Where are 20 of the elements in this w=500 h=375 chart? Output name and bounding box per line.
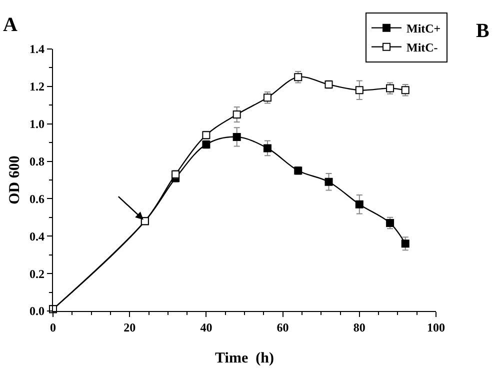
x-tick-label: 40 [200,320,212,334]
legend-label: MitC+ [406,22,441,36]
x-tick-label: 0 [50,320,56,334]
text: A [3,14,18,36]
y-tick-label: 1.0 [30,117,44,132]
y-tick-label: 0.0 [30,304,44,318]
x-tick-label: 60 [276,320,289,334]
x-tick-label: 100 [427,320,445,334]
x-axis-title: Time (h) [215,350,274,366]
y-tick-label: 0.6 [30,192,44,206]
x-tick-label: 20 [124,320,136,334]
x-tick-label: 80 [353,320,366,334]
text: B [476,20,490,42]
y-tick-label: 0.2 [30,266,44,281]
y-tick-label: 1.4 [30,42,44,56]
y-tick-label: 0.8 [30,154,44,168]
y-axis-title: OD 600 [6,156,23,204]
y-tick-label: 1.2 [30,80,44,94]
y-tick-label: 0.4 [30,229,44,244]
legend-label: MitC- [406,40,438,54]
